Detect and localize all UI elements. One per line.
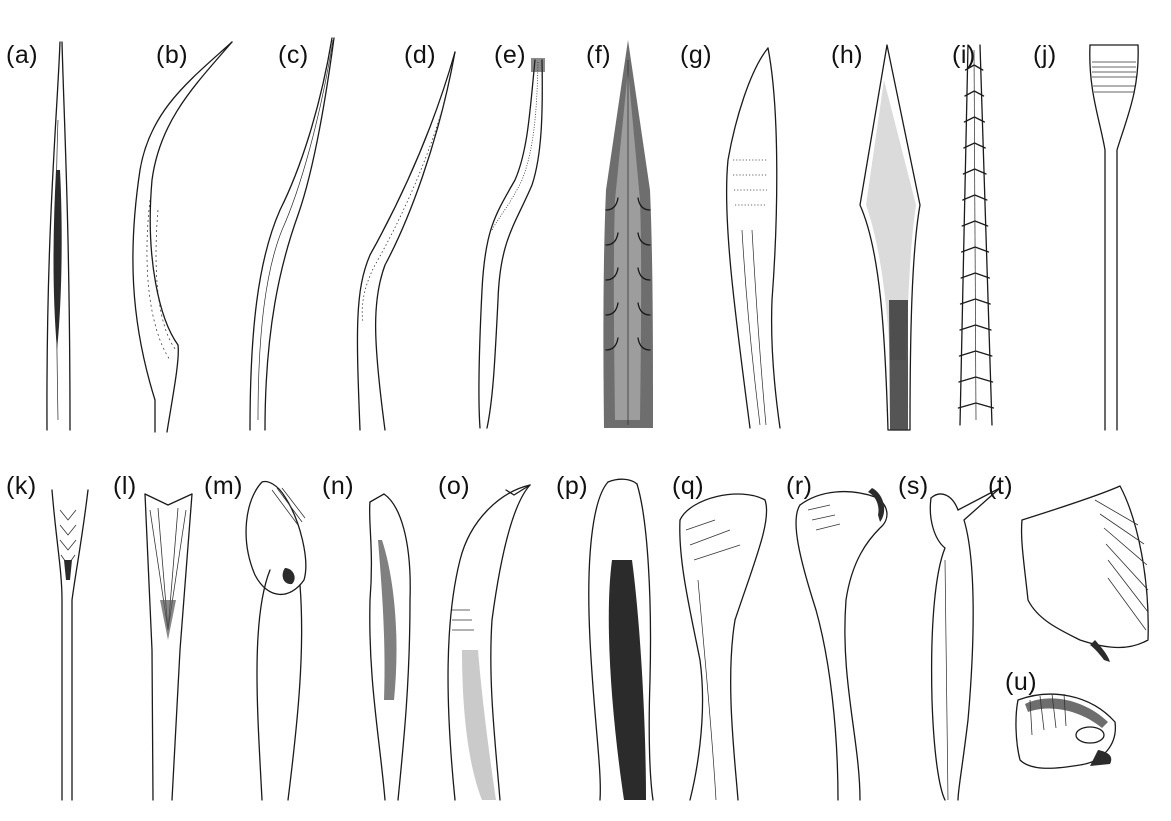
label-s: (s) — [898, 472, 929, 500]
chaeta-r-drawing — [795, 488, 888, 801]
label-i: (i) — [952, 41, 976, 69]
chaeta-l-drawing — [144, 493, 193, 801]
label-l: (l) — [113, 472, 137, 500]
chaeta-j-drawing — [1089, 44, 1139, 431]
chaeta-c-drawing — [249, 37, 335, 431]
label-a: (a) — [6, 41, 39, 69]
label-k: (k) — [6, 472, 37, 500]
chaeta-e-drawing — [478, 58, 545, 429]
label-b: (b) — [156, 41, 189, 69]
chaeta-h-drawing — [859, 44, 921, 431]
label-n: (n) — [322, 472, 355, 500]
label-u: (u) — [1005, 668, 1038, 696]
chaeta-i-drawing — [957, 44, 995, 426]
chaeta-s-drawing — [929, 487, 1001, 801]
chaeta-p-drawing — [588, 478, 654, 801]
chaeta-u-drawing — [1015, 693, 1116, 769]
label-c: (c) — [278, 41, 309, 69]
label-p: (p) — [556, 472, 589, 500]
label-e: (e) — [494, 41, 527, 69]
label-m: (m) — [204, 472, 243, 500]
label-o: (o) — [438, 472, 471, 500]
chaeta-b-drawing — [132, 41, 233, 433]
chaeta-d-drawing — [356, 51, 456, 431]
label-r: (r) — [786, 472, 813, 500]
chaeta-q-drawing — [679, 493, 768, 801]
chaeta-g-drawing — [725, 47, 781, 429]
label-g: (g) — [680, 41, 713, 69]
chaeta-o-drawing — [447, 484, 531, 801]
label-q: (q) — [672, 472, 705, 500]
label-f: (f) — [586, 41, 612, 69]
chaeta-m-drawing — [245, 480, 307, 801]
chaeta-f-drawing — [603, 40, 653, 428]
chaeta-n-drawing — [368, 493, 411, 801]
chaeta-k-drawing — [51, 489, 89, 801]
label-j: (j) — [1033, 41, 1057, 69]
chaeta-t-drawing — [1020, 485, 1149, 662]
label-d: (d) — [404, 41, 437, 69]
label-h: (h) — [831, 41, 864, 69]
chaeta-a-drawing — [46, 41, 71, 431]
